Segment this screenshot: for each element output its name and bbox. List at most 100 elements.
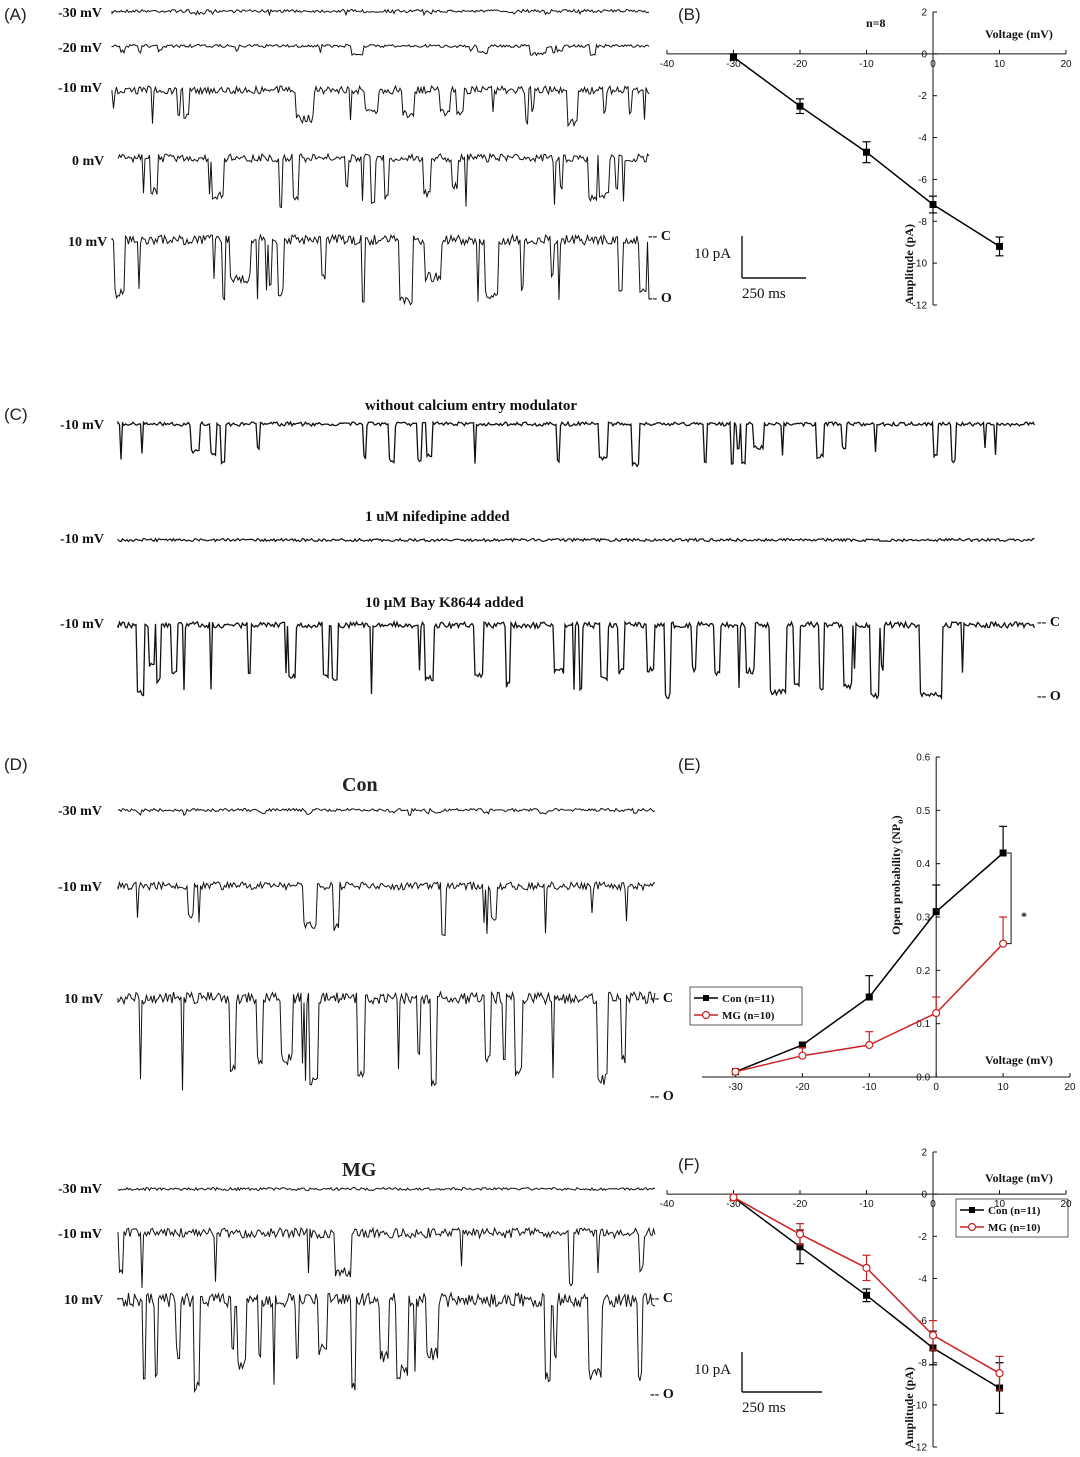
chart-f-x-tick-label-3: -10 [859, 1199, 874, 1210]
chart-e-series-0-point-2 [865, 993, 873, 1001]
chart-f-legend-box [955, 1198, 1069, 1238]
chart-e-series-1-point-1 [798, 1051, 807, 1060]
chart-e-series-1-point-3 [932, 1008, 941, 1018]
chart-b-y-tick-label-1: 0 [921, 49, 927, 60]
chart-b: Voltage (mV) n=8 Amplitude (pA) -40 -30 -2… [660, 8, 1072, 312]
chart-e-series-1-point-0 [731, 1067, 740, 1076]
chart-f-legend: Con (n=11) MG (n=10) [955, 1198, 1069, 1238]
a-voltage-label-4: 0 mV [72, 154, 104, 169]
chart-b-x-tick-label-4: 0 [930, 59, 936, 70]
c-title-1: without calcium entry modulator [365, 398, 577, 414]
c-title-3: 10 µM Bay K8644 added [365, 595, 524, 611]
chart-e-x-tick-label-3: 0 [933, 1082, 939, 1093]
chart-e-ylabel-sub: o [895, 819, 905, 824]
chart-e-xlabel: Voltage (mV) [985, 1053, 1053, 1067]
d-mg-voltage-label-1: -30 mV [58, 1182, 102, 1197]
chart-b-y-tick-label-4: -6 [918, 175, 927, 186]
chart-b-x-tick-label-5: 10 [994, 59, 1006, 70]
c-open-marker: -- O [1037, 689, 1061, 704]
trace-a-minus20 [111, 43, 650, 57]
chart-e-series-1-point-4 [998, 939, 1008, 948]
trace-a-0 [117, 152, 650, 209]
chart-b-annotation: n=8 [866, 16, 886, 30]
trace-d-mg-minus10 [117, 1226, 656, 1288]
chart-b-y-tick-label-6: -10 [913, 259, 928, 270]
chart-e-legend-mg-label: MG (n=10) [722, 1010, 775, 1022]
a-voltage-label-2: -20 mV [58, 41, 102, 56]
chart-f-series-1-point-0 [729, 1193, 738, 1202]
c-voltage-label-2: -10 mV [60, 532, 104, 547]
chart-f: Voltage (mV) Amplitude (pA) Con (n=11) M… [660, 1148, 1072, 1454]
d-con-title: Con [342, 774, 378, 796]
chart-e-legend: Con (n=11) MG (n=10) [689, 986, 803, 1026]
c-voltage-label-1: -10 mV [60, 418, 104, 433]
trace-d-mg-10 [117, 1291, 656, 1394]
chart-e-y-tick-label-0: 0.0 [916, 1073, 930, 1084]
chart-f-y-tick-label-7: -12 [913, 1443, 928, 1454]
chart-f-legend-con-marker [969, 1207, 975, 1213]
chart-e-legend-con-label: Con (n=11) [722, 993, 775, 1005]
trace-c-bayk [117, 620, 1036, 701]
c-title-2: 1 uM nifedipine added [365, 509, 510, 525]
trace-c-nifedipine [117, 537, 1035, 543]
d-con-open-marker: -- O [650, 1089, 674, 1104]
trace-a-minus10 [111, 84, 650, 128]
chart-f-y-tick-label-5: -8 [918, 1358, 927, 1369]
chart-e-legend-box [689, 986, 803, 1026]
trace-d-con-10 [117, 990, 656, 1091]
chart-f-series-1-point-1 [795, 1230, 805, 1239]
panel-letter-b: (B) [678, 5, 701, 24]
chart-b-y-tick-label-7: -12 [913, 301, 928, 312]
panel-letter-a: (A) [4, 5, 27, 24]
d-scale-time-label: 250 ms [742, 1400, 786, 1416]
chart-f-x-tick-label-0: -40 [660, 1199, 675, 1210]
a-voltage-label-3: -10 mV [58, 81, 102, 96]
chart-b-x-tick-label-6: 20 [1060, 59, 1072, 70]
a-voltage-label-1: -30 mV [58, 6, 102, 21]
chart-f-y-tick-label-6: -10 [913, 1400, 928, 1411]
chart-e-x-tick-label-1: -20 [795, 1082, 810, 1093]
trace-a-minus30 [111, 8, 650, 17]
chart-e-y-tick-label-6: 0.6 [916, 753, 930, 764]
d-mg-open-marker: -- O [650, 1387, 674, 1402]
a-closed-marker: -- C [648, 229, 671, 244]
chart-f-series-0-point-1 [796, 1243, 804, 1251]
d-con-voltage-label-1: -30 mV [58, 804, 102, 819]
chart-e-series-1-point-2 [865, 1040, 874, 1050]
current-traces [111, 8, 1036, 1394]
d-scale-current-label: 10 pA [694, 1362, 731, 1378]
chart-f-ylabel: Amplitude (pA) [902, 1367, 916, 1448]
chart-e-x-tick-label-2: -10 [862, 1082, 877, 1093]
chart-f-y-tick-label-0: 2 [921, 1148, 927, 1159]
chart-e-legend-mg-marker [701, 1010, 711, 1020]
d-mg-title: MG [342, 1159, 377, 1181]
chart-f-x-tick-label-6: 20 [1060, 1199, 1072, 1210]
chart-e-y-tick-label-4: 0.4 [916, 859, 930, 870]
chart-e-y-tick-label-2: 0.2 [916, 966, 930, 977]
d-con-voltage-label-2: -10 mV [58, 880, 102, 895]
chart-f-xlabel: Voltage (mV) [985, 1171, 1053, 1185]
c-closed-marker: -- C [1037, 615, 1060, 630]
chart-e-y-tick-label-1: 0.1 [916, 1019, 930, 1030]
panel-letter-c: (C) [4, 405, 28, 424]
trace-c-control [117, 420, 1036, 468]
d-mg-voltage-label-2: -10 mV [58, 1227, 102, 1242]
d-con-voltage-label-3: 10 mV [64, 992, 103, 1007]
panel-letter-d: (D) [4, 755, 28, 774]
chart-e-significance: * [1021, 909, 1027, 923]
chart-e-ylabel: Open probability (NPo) [889, 815, 905, 935]
chart-e-y-tick-label-3: 0.3 [916, 913, 930, 924]
d-mg-voltage-label-3: 10 mV [64, 1293, 103, 1308]
chart-f-y-tick-label-1: 0 [921, 1190, 927, 1201]
chart-b-series-0-point-1 [796, 102, 804, 110]
chart-b-x-tick-label-1: -30 [726, 59, 741, 70]
chart-e-y-tick-label-5: 0.5 [916, 806, 930, 817]
trace-d-con-minus10 [117, 880, 656, 937]
chart-f-x-tick-label-5: 10 [994, 1199, 1006, 1210]
chart-e: Voltage (mV) Open probability (NPo) * Co… [689, 753, 1076, 1093]
chart-e-x-tick-label-5: 20 [1064, 1082, 1076, 1093]
panel-letter-e: (E) [678, 755, 701, 774]
chart-b-xlabel: Voltage (mV) [985, 27, 1053, 41]
chart-e-series-0-point-4 [999, 849, 1007, 857]
